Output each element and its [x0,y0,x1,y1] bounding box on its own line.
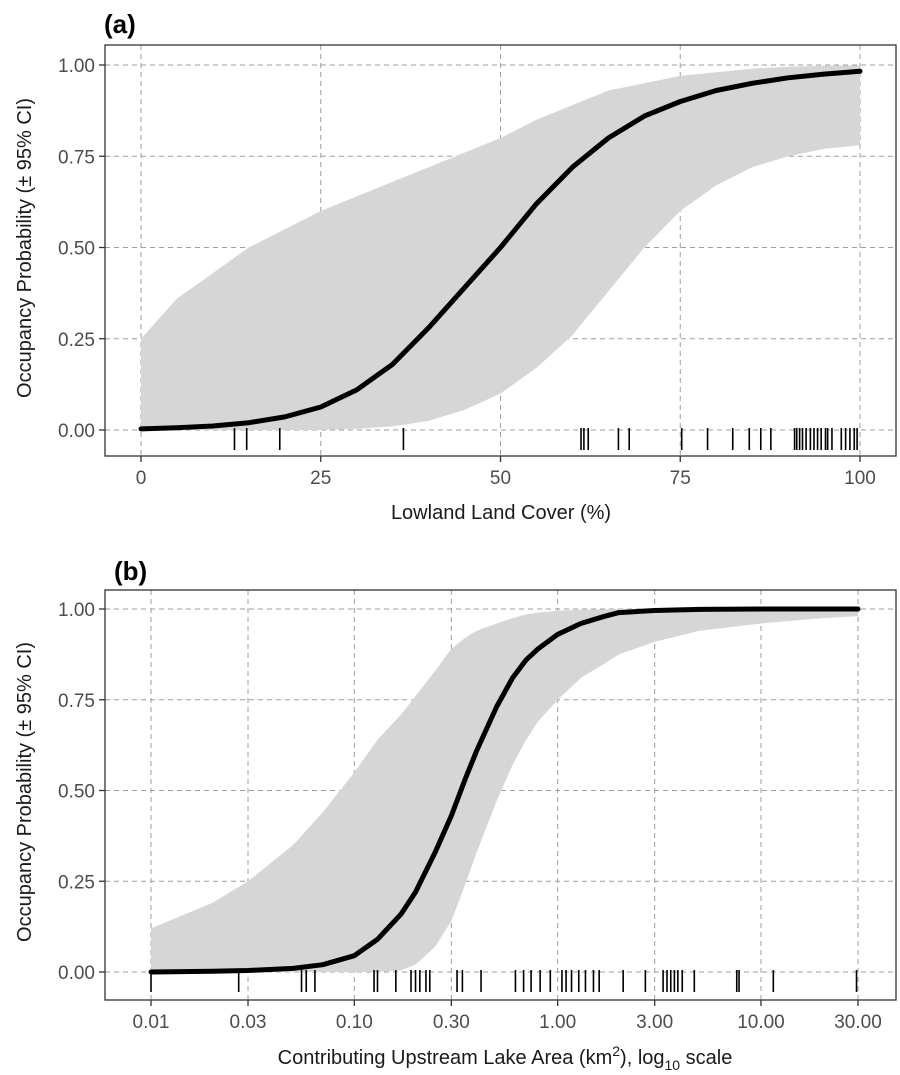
x-tick-label: 0.10 [336,1012,373,1033]
x-tick-label: 30.00 [834,1012,882,1033]
x-axis-title-b-sub: 10 [665,1057,681,1073]
occupancy-curve-a [138,68,863,432]
y-tick-label: 0.25 [58,330,95,351]
rug-marks-a [233,428,858,450]
y-tick-label: 1.00 [58,600,95,621]
y-tick-label: 0.50 [58,239,95,260]
y-tick-label: 0.00 [58,421,95,442]
x-tick-label: 100 [844,468,876,489]
y-tick-label: 1.00 [58,56,95,77]
panel-label-a: (a) [104,9,136,39]
occupancy-curve-b [148,606,861,975]
y-tick-label: 0.75 [58,691,95,712]
x-tick-label: 75 [670,468,691,489]
x-axis-title-b-part1: Contributing Upstream Lake Area (km [278,1047,613,1069]
x-axis-title-b-part2: ), log [620,1047,664,1069]
x-axis-title-b-part3: scale [680,1047,732,1069]
x-tick-label: 50 [490,468,511,489]
y-tick-label: 0.25 [58,872,95,893]
y-tick-label: 0.50 [58,782,95,803]
x-tick-label: 10.00 [737,1012,785,1033]
plot-frame-b [104,589,897,1001]
x-axis-title-a: Lowland Land Cover (%) [391,502,611,524]
y-axis-title-b: Occupancy Probability (± 95% CI) [14,642,36,942]
x-tick-label: 0.03 [230,1012,267,1033]
x-tick-label: 0.30 [433,1012,470,1033]
confidence-band-b [151,609,858,972]
x-tick-label: 1.00 [539,1012,576,1033]
rug-marks-b [150,970,858,992]
panel-b: (b) 0.01 0.03 0.10 0.30 1.00 3.00 10.00 30.00 0.… [14,556,897,1073]
panel-label-b: (b) [114,556,147,586]
panel-a: (a) 0 25 50 75 100 0.00 0.25 0.50 0.75 1.00 Lowla… [14,9,897,524]
x-tick-label: 25 [310,468,331,489]
x-tick-label: 0 [136,468,147,489]
y-tick-label: 0.00 [58,963,95,984]
x-axis-title-b-sup: 2 [612,1043,620,1059]
y-axis-title-a: Occupancy Probability (± 95% CI) [14,98,36,398]
y-tick-label: 0.75 [58,147,95,168]
x-tick-label: 3.00 [636,1012,673,1033]
x-axis-title-b: Contributing Upstream Lake Area (km2), l… [278,1043,733,1073]
x-tick-label: 0.01 [133,1012,170,1033]
